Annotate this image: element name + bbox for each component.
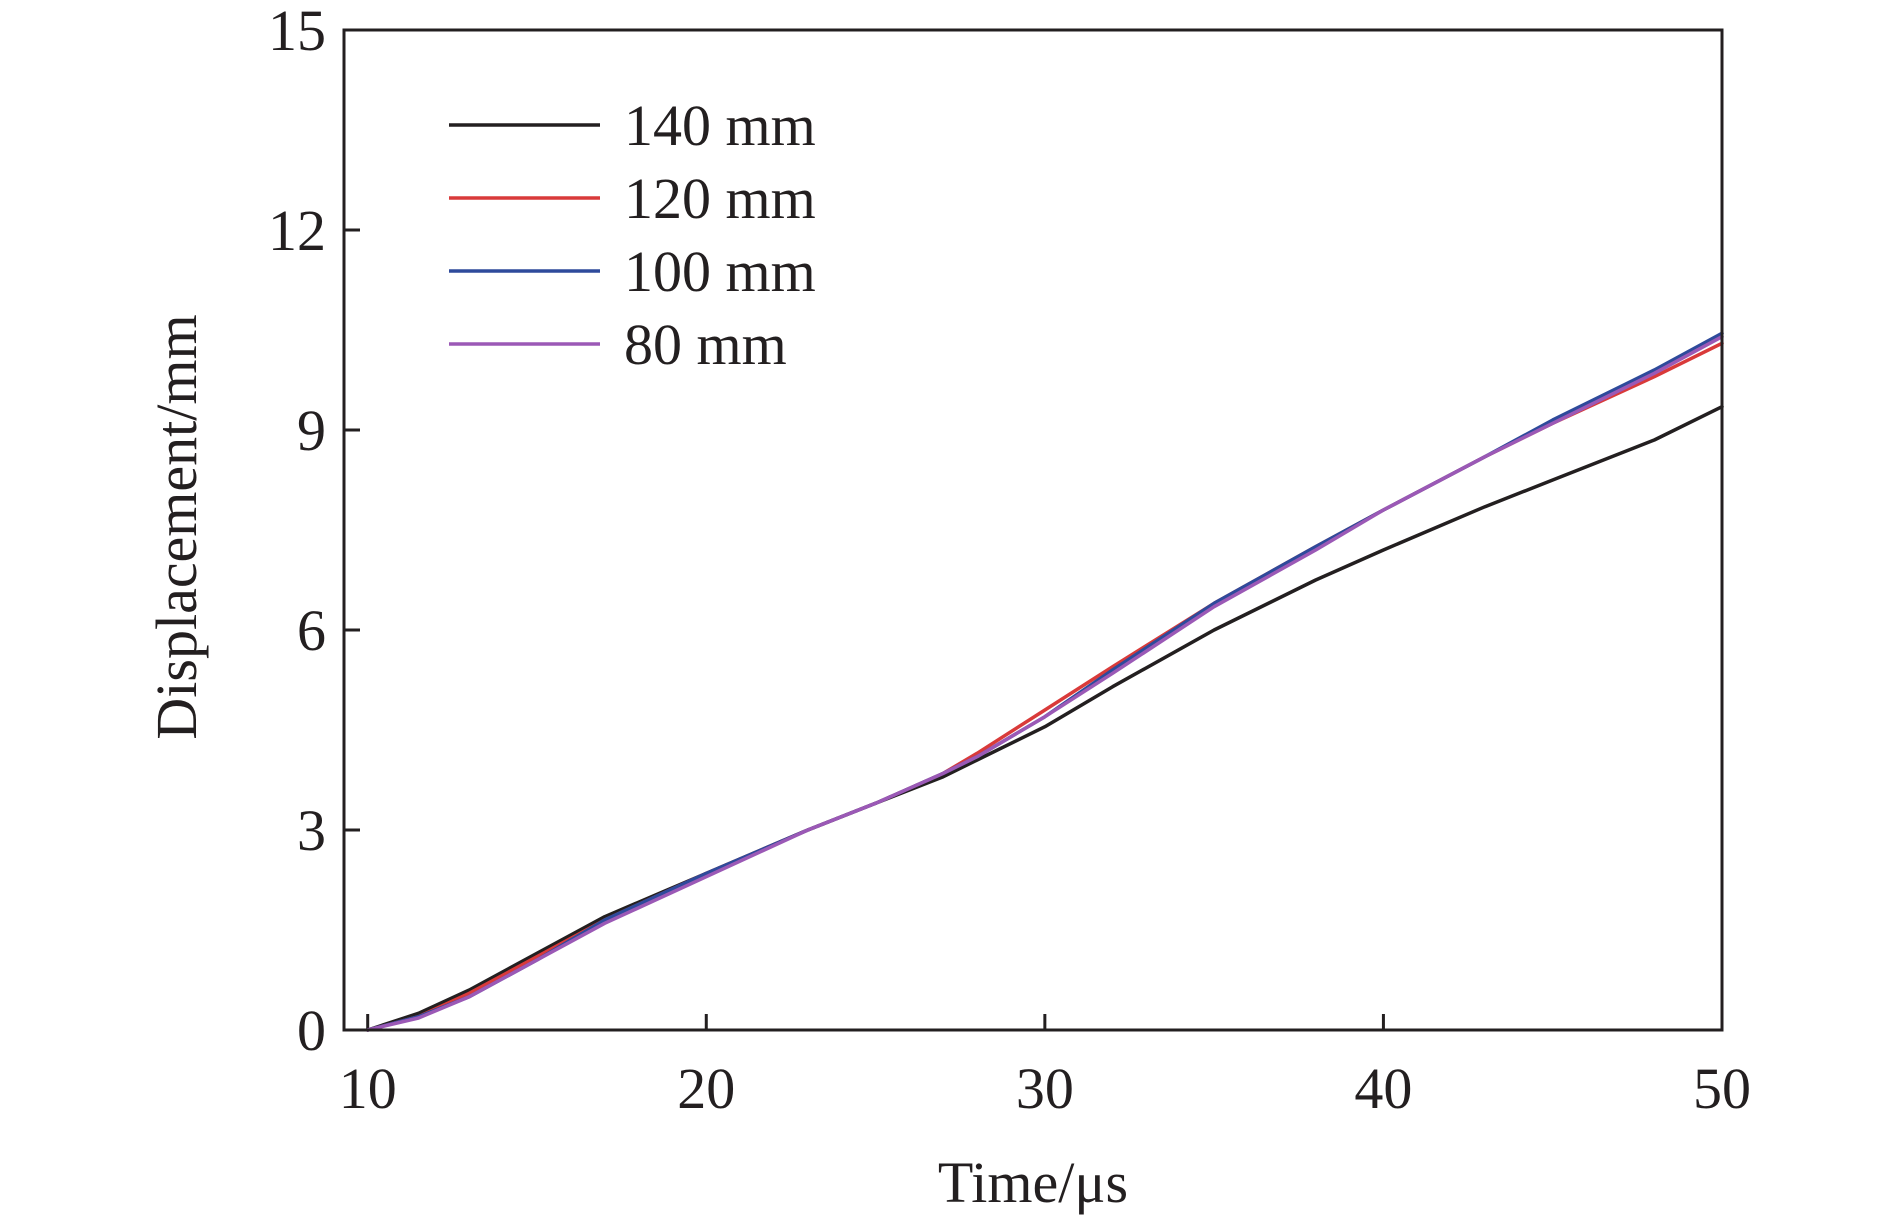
x-tick-label: 40 — [1354, 1056, 1412, 1121]
x-tick-label: 30 — [1016, 1056, 1074, 1121]
y-tick-label: 3 — [297, 798, 326, 863]
series-line-3 — [365, 334, 1724, 1032]
legend-label-3: 80 mm — [624, 312, 787, 377]
y-axis-title: Displacement/mm — [144, 314, 209, 739]
y-tick-label: 15 — [268, 0, 326, 63]
y-tick-label: 12 — [268, 198, 326, 263]
legend-label-2: 100 mm — [624, 239, 816, 304]
series-line-2 — [365, 331, 1724, 1032]
series-line-0 — [365, 404, 1724, 1032]
y-tick-label: 9 — [297, 398, 326, 463]
axis-ticks: 10 20 30 40 50 0 3 6 9 12 15 — [268, 0, 1751, 1121]
y-tick-label: 6 — [297, 598, 326, 663]
series-layer — [365, 331, 1724, 1032]
y-tick-label: 0 — [297, 998, 326, 1063]
series-line-1 — [365, 341, 1724, 1032]
x-tick-label: 20 — [677, 1056, 735, 1121]
x-axis-title: Time/μs — [938, 1150, 1128, 1215]
x-tick-label: 10 — [339, 1056, 397, 1121]
legend: 140 mm 120 mm 100 mm 80 mm — [449, 93, 816, 377]
x-tick-label: 50 — [1693, 1056, 1751, 1121]
legend-label-1: 120 mm — [624, 166, 816, 231]
plot-frame — [342, 28, 1724, 1032]
legend-label-0: 140 mm — [624, 93, 816, 158]
